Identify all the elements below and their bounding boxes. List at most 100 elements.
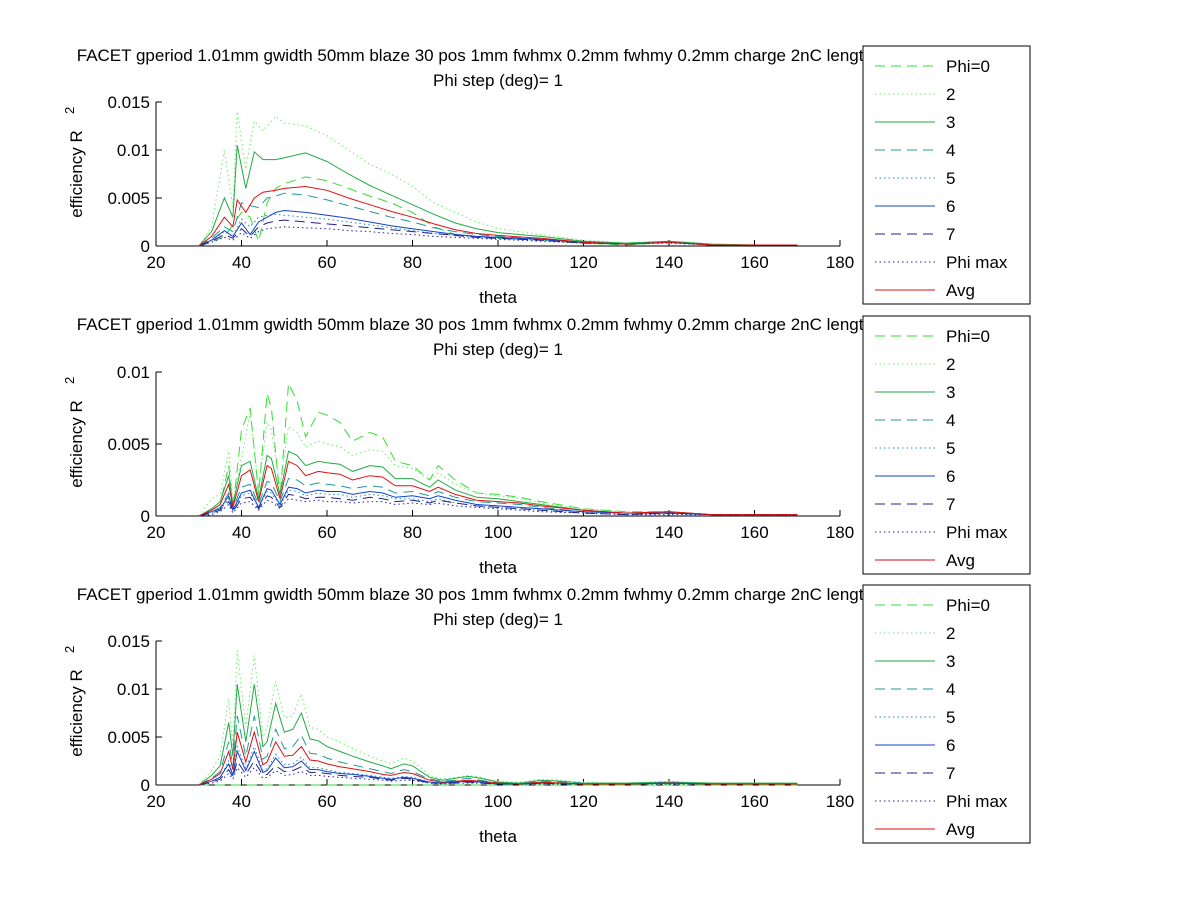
x-tick-label: 60 [318,792,337,811]
x-tick-label: 20 [147,523,166,542]
y-tick-label: 0.005 [107,189,150,208]
legend-entry: 7 [946,495,955,514]
x-axis-label: theta [479,827,517,846]
legend-entry: Avg [946,281,975,300]
y-axis-label: efficiency R [67,400,86,488]
series-line-6 [198,486,798,517]
y-tick-label: 0.005 [107,435,150,454]
x-tick-label: 20 [147,253,166,272]
x-tick-label: 140 [655,253,683,272]
legend-entry: 2 [946,624,955,643]
x-tick-label: 140 [655,792,683,811]
legend-entry: 5 [946,439,955,458]
legend-entry: 3 [946,383,955,402]
legend-entry: 4 [946,411,955,430]
legend-entry: Phi max [946,523,1008,542]
legend-entry: Phi max [946,253,1008,272]
x-tick-label: 20 [147,792,166,811]
x-tick-label: 40 [232,523,251,542]
y-axis-label-superscript: 2 [62,646,77,653]
legend-entry: 2 [946,85,955,104]
y-axis-label-group: efficiency R 2 [62,377,86,488]
y-tick-label: 0.01 [117,141,150,160]
x-tick-label: 180 [826,523,854,542]
series-line-phi-max [198,766,798,786]
y-axis-label-group: efficiency R 2 [62,646,86,757]
legend-entry: 7 [946,764,955,783]
x-tick-label: 160 [740,792,768,811]
y-axis-label: efficiency R [67,669,86,757]
series-line-3 [198,684,798,786]
y-tick-label: 0.015 [107,632,150,651]
y-tick-label: 0.005 [107,728,150,747]
x-tick-label: 80 [403,792,422,811]
series-line-avg [198,460,798,517]
x-axis-label: theta [479,288,517,307]
x-tick-label: 80 [403,523,422,542]
series-line-3 [198,450,798,517]
x-tick-label: 120 [569,523,597,542]
series-line-phi-0 [198,176,798,247]
legend-box [862,315,1031,575]
legend-entry: 3 [946,113,955,132]
legend-entry: 2 [946,355,955,374]
series-line-avg [198,185,798,247]
x-tick-label: 40 [232,792,251,811]
chart-title: FACET gperiod 1.01mm gwidth 50mm blaze 3… [77,315,920,334]
x-tick-label: 120 [569,792,597,811]
legend-entry: 4 [946,141,955,160]
series-line-2 [198,412,798,517]
legend: Phi=0 2 3 4 5 6 7 Phi max Avg [862,584,1031,844]
legend-entry: 6 [946,197,955,216]
x-tick-label: 40 [232,253,251,272]
series-line-2 [198,111,798,247]
legend-box [862,45,1031,305]
chart-subtitle: Phi step (deg)= 1 [433,71,563,90]
legend-entry: 6 [946,736,955,755]
x-tick-label: 100 [484,523,512,542]
chart-title: FACET gperiod 1.01mm gwidth 50mm blaze 3… [77,46,920,65]
legend-entry: 5 [946,169,955,188]
legend: Phi=0 2 3 4 5 6 7 Phi max Avg [862,45,1031,305]
chart-subtitle: Phi step (deg)= 1 [433,610,563,629]
series-line-4 [198,715,798,786]
x-tick-label: 120 [569,253,597,272]
x-tick-label: 60 [318,523,337,542]
legend-box [862,584,1031,844]
y-tick-label: 0 [141,507,150,526]
x-tick-label: 160 [740,253,768,272]
x-tick-label: 100 [484,253,512,272]
series-line-7 [198,759,798,786]
chart-title: FACET gperiod 1.01mm gwidth 50mm blaze 3… [77,585,920,604]
x-tick-label: 160 [740,523,768,542]
y-axis-label-group: efficiency R 2 [62,107,86,218]
legend-entry: Phi max [946,792,1008,811]
x-tick-label: 140 [655,523,683,542]
series-line-7 [198,493,798,517]
x-tick-label: 180 [826,792,854,811]
legend-entry: 7 [946,225,955,244]
y-tick-label: 0.01 [117,680,150,699]
series-line-avg [198,730,798,786]
subplot-1: FACET gperiod 1.01mm gwidth 50mm blaze 3… [62,45,1031,307]
legend-entry: Phi=0 [946,327,990,346]
x-axis-label: theta [479,558,517,577]
series-line-3 [198,145,798,247]
legend-entry: 3 [946,652,955,671]
legend-entry: Phi=0 [946,596,990,615]
y-axis-label: efficiency R [67,130,86,218]
legend-entry: 5 [946,708,955,727]
plot-area [156,102,840,246]
series-line-4 [198,478,798,517]
legend-entry: Avg [946,820,975,839]
subplot-3: FACET gperiod 1.01mm gwidth 50mm blaze 3… [62,584,1031,846]
legend-entry: Avg [946,551,975,570]
x-tick-label: 80 [403,253,422,272]
legend-entry: 4 [946,680,955,699]
subplot-2: FACET gperiod 1.01mm gwidth 50mm blaze 3… [62,315,1031,577]
x-tick-label: 60 [318,253,337,272]
y-tick-label: 0 [141,776,150,795]
y-axis-label-superscript: 2 [62,377,77,384]
y-tick-label: 0.015 [107,93,150,112]
